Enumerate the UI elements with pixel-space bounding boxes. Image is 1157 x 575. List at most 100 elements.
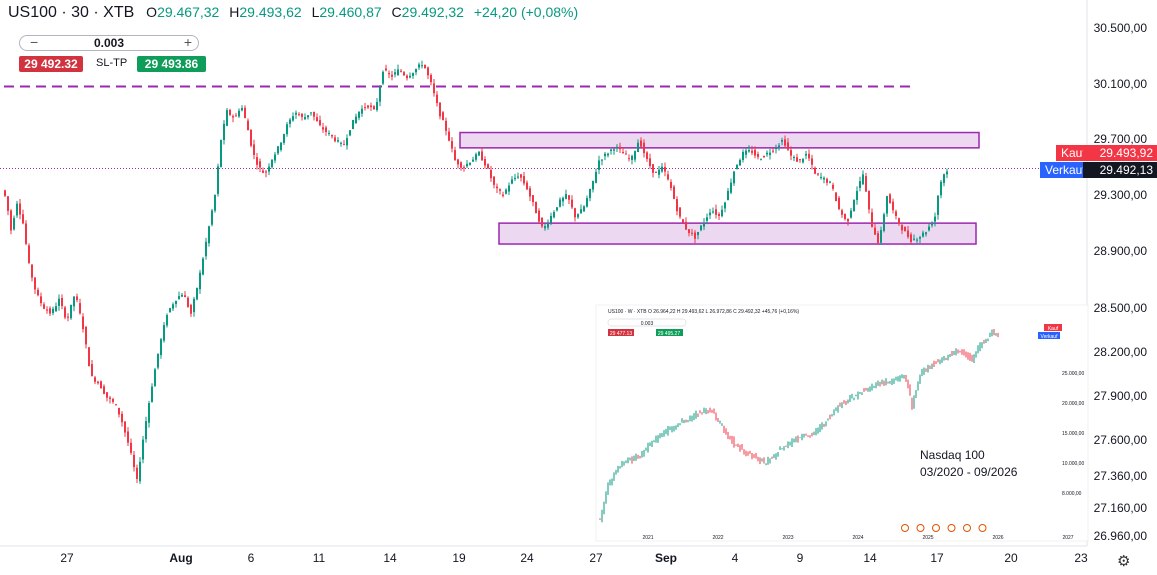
candle-body — [337, 140, 339, 142]
candle-body — [40, 296, 42, 304]
candle-body — [10, 210, 12, 231]
close-label: C — [391, 4, 402, 20]
candle-body — [172, 304, 174, 309]
y-tick-label: 30.100,00 — [1093, 77, 1147, 91]
candle-body — [733, 171, 735, 184]
candle-body — [151, 386, 153, 402]
inset-x-tick: 2021 — [642, 535, 653, 541]
candle-body — [130, 442, 132, 453]
inset-y-tick: 20.000,00 — [1062, 401, 1084, 407]
candle-body — [376, 102, 378, 111]
candle-body — [568, 195, 570, 200]
candle-body — [463, 167, 465, 169]
candle-body — [439, 102, 441, 117]
candle-body — [166, 315, 168, 326]
candle-body — [745, 150, 747, 155]
symbol-label[interactable]: US100 · 30 · XTB — [8, 4, 135, 21]
candle-body — [250, 129, 252, 146]
candle-body — [43, 304, 45, 309]
candle-body — [559, 199, 561, 207]
candle-body — [403, 72, 405, 76]
candle-body — [577, 214, 579, 218]
sl-tp-button[interactable]: SL-TP — [96, 57, 128, 69]
candle-body — [646, 152, 648, 159]
candle-body — [406, 75, 408, 79]
candle-body — [697, 231, 699, 236]
x-tick-label: 27 — [60, 551, 74, 565]
x-tick-label: 24 — [520, 551, 534, 565]
candle-body — [235, 115, 237, 117]
candle-body — [496, 186, 498, 189]
candle-body — [13, 217, 15, 230]
candle-body — [502, 194, 504, 196]
candle-body — [727, 190, 729, 201]
candle-body — [106, 392, 108, 398]
candle-body — [919, 237, 921, 239]
candle-body — [283, 134, 285, 143]
candle-body — [178, 296, 180, 300]
candle-body — [433, 83, 435, 94]
candle-body — [418, 64, 420, 68]
candle-body — [544, 226, 546, 229]
candle-body — [343, 144, 345, 146]
candle-body — [880, 230, 882, 243]
candle-body — [37, 289, 39, 296]
inset-event-marker — [932, 524, 940, 532]
candle-body — [385, 68, 387, 71]
candle-body — [271, 159, 273, 168]
candle-body — [16, 203, 18, 216]
candle-body — [853, 199, 855, 212]
quantity-value[interactable]: 0.003 — [93, 36, 125, 50]
candle-body — [631, 155, 633, 160]
inset-quantity-stepper — [607, 318, 687, 327]
candle-body — [136, 467, 138, 479]
candle-body — [565, 194, 567, 199]
candle-body — [706, 217, 708, 221]
candle-body — [517, 176, 519, 178]
candle-body — [148, 403, 150, 423]
candle-body — [883, 214, 885, 231]
high-value: 29.493,62 — [239, 4, 302, 20]
candle-body — [511, 179, 513, 184]
candle-body — [934, 216, 936, 222]
candle-body — [181, 294, 183, 297]
candle-body — [475, 154, 477, 160]
candle-body — [454, 150, 456, 161]
increase-button[interactable]: + — [183, 34, 192, 50]
decrease-button[interactable]: − — [30, 34, 39, 50]
quantity-stepper[interactable]: − 0.003 + — [19, 34, 199, 51]
candle-body — [493, 176, 495, 185]
candle-body — [349, 130, 351, 136]
candle-body — [88, 347, 90, 367]
candle-body — [238, 110, 240, 117]
sell-button[interactable]: 29 492.32 — [19, 56, 83, 72]
candle-body — [394, 72, 396, 75]
candle-body — [508, 185, 510, 192]
candle-body — [586, 198, 588, 207]
inset-buy-tag — [1044, 324, 1062, 331]
x-tick-label: 19 — [452, 551, 466, 565]
candle-body — [268, 166, 270, 172]
candle-body — [823, 177, 825, 180]
candle-body — [907, 230, 909, 237]
candle-body — [901, 225, 903, 231]
candle-body — [769, 152, 771, 155]
candle-body — [445, 120, 447, 131]
gear-icon[interactable]: ⚙ — [1117, 553, 1131, 570]
x-tick-label: 11 — [312, 551, 326, 565]
candle-body — [877, 233, 879, 243]
candle-body — [946, 171, 948, 175]
candle-body — [904, 226, 906, 232]
candle-body — [358, 111, 360, 118]
sell-tag-label: Verkauf — [1040, 162, 1091, 178]
buy-button[interactable]: 29 493.86 — [137, 56, 206, 72]
candle-body — [898, 218, 900, 224]
y-tick-label: 27.900,00 — [1093, 389, 1147, 403]
open-label: O — [146, 4, 158, 20]
inset-event-marker — [963, 524, 971, 532]
y-tick-label: 29.700,00 — [1093, 132, 1147, 146]
candle-body — [241, 108, 243, 111]
candle-body — [127, 431, 129, 443]
candle-body — [346, 138, 348, 146]
